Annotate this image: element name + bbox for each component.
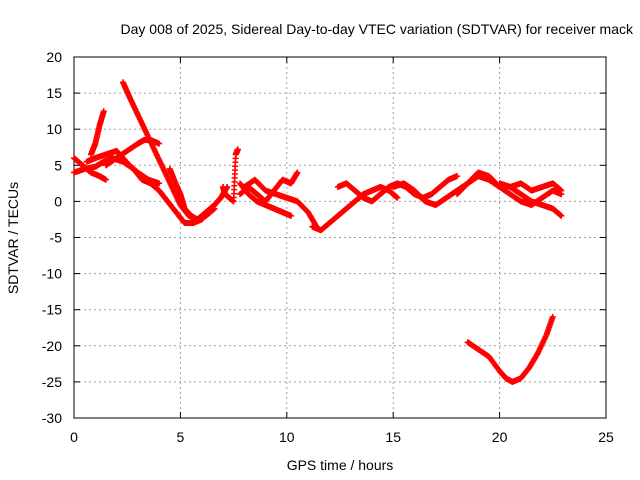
series-track-d: [83, 147, 163, 187]
series-track-b: [71, 155, 109, 183]
series-track-m: [334, 173, 461, 205]
data-points: [71, 79, 565, 385]
y-tick-label: 10: [46, 121, 62, 137]
series-track-c: [88, 108, 107, 158]
x-tick-label: 5: [177, 429, 185, 445]
y-tick-label: 20: [46, 49, 62, 65]
series-track-f: [102, 137, 163, 169]
series-track-r: [464, 313, 556, 385]
data-point: [558, 212, 565, 219]
series-track-j: [236, 180, 295, 219]
x-tick-label: 25: [598, 429, 614, 445]
y-tick-label: -30: [42, 410, 62, 426]
x-axis-label: GPS time / hours: [287, 457, 394, 473]
y-tick-label: 15: [46, 85, 62, 101]
data-point: [454, 173, 461, 180]
y-tick-label: 5: [54, 157, 62, 173]
y-tick-label: -5: [50, 230, 63, 246]
data-point: [100, 108, 107, 115]
x-tick-label: 15: [385, 429, 401, 445]
grid: [74, 57, 606, 418]
x-tick-label: 10: [279, 429, 295, 445]
data-point: [394, 194, 401, 201]
series-track-k: [241, 176, 320, 230]
data-point: [102, 176, 109, 183]
y-ticks: 20 15 10 5 0 -5 -10 -15 -20 -25 -30: [42, 49, 606, 426]
x-tick-label: 0: [70, 429, 78, 445]
series-track-h: [219, 146, 241, 205]
x-ticks: 0 5 10 15 20 25: [70, 57, 614, 445]
data-point: [156, 180, 163, 187]
y-tick-label: -10: [42, 266, 62, 282]
data-point: [288, 212, 295, 219]
data-point: [234, 146, 241, 153]
y-tick-label: -15: [42, 302, 62, 318]
x-tick-label: 20: [492, 429, 508, 445]
data-point: [156, 140, 163, 147]
y-axis-label: SDTVAR / TECUs: [5, 182, 21, 294]
chart-title: Day 008 of 2025, Sidereal Day-to-day VTE…: [121, 21, 634, 37]
data-point: [294, 169, 301, 176]
data-point: [558, 187, 565, 194]
y-tick-label: -25: [42, 374, 62, 390]
series-track-q: [507, 180, 565, 194]
data-point: [549, 313, 556, 320]
y-tick-label: 0: [54, 193, 62, 209]
y-tick-label: -20: [42, 338, 62, 354]
series-track-l: [309, 183, 401, 234]
